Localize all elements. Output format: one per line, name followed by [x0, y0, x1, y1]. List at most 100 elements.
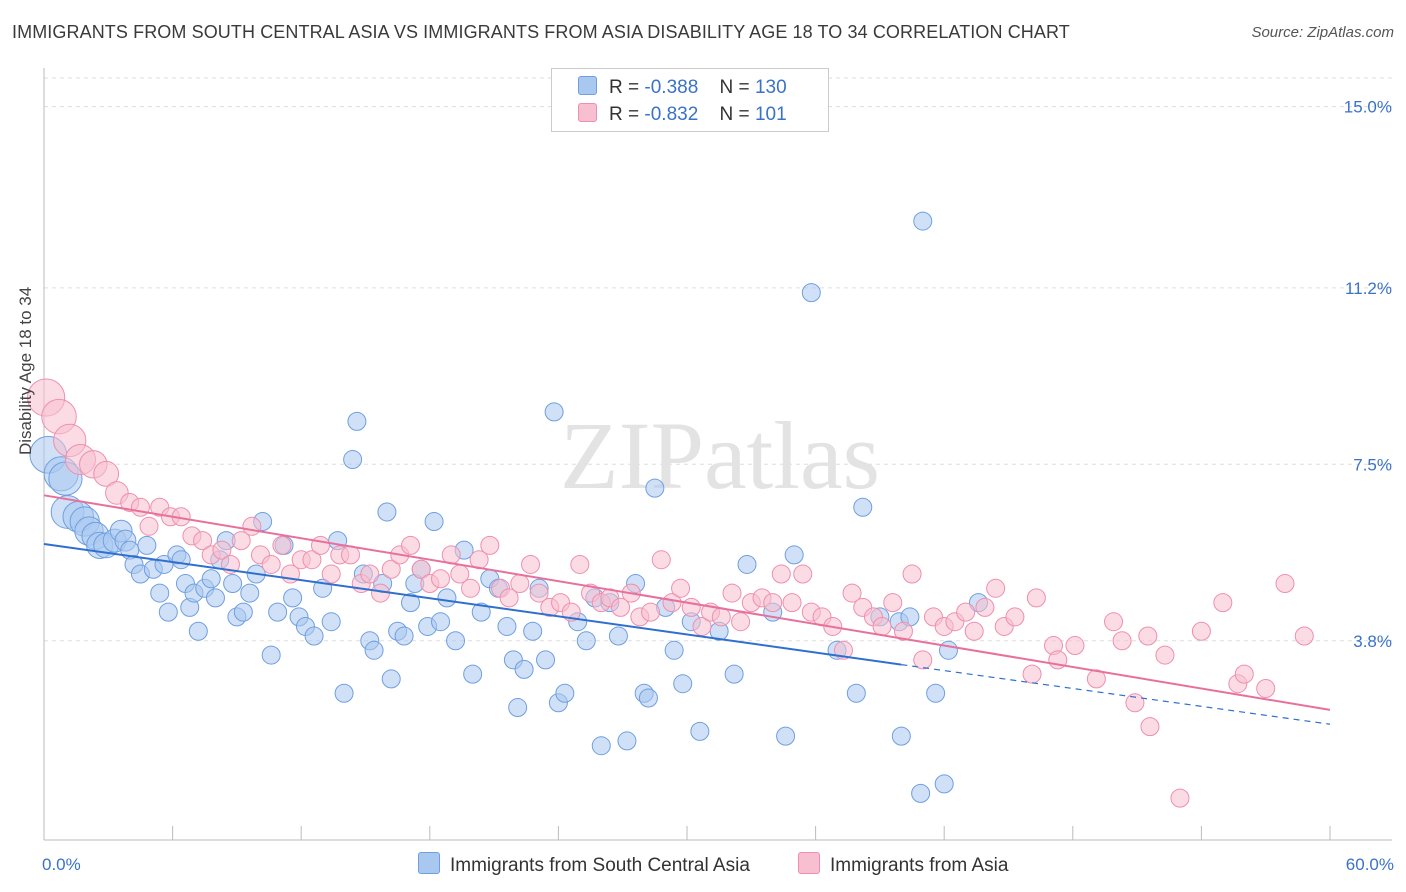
point-asia — [681, 597, 701, 617]
point-south-central-asia — [158, 602, 178, 622]
point-south-central-asia — [233, 602, 253, 622]
point-south-central-asia — [463, 664, 483, 684]
point-asia — [242, 516, 262, 536]
point-asia — [842, 583, 862, 603]
legend-r-value-blue: -0.388 — [644, 77, 699, 98]
point-asia — [833, 640, 853, 660]
bottom-legend-swatch-blue — [418, 852, 440, 874]
point-asia — [893, 621, 913, 641]
point-asia — [763, 593, 783, 613]
point-asia — [1191, 621, 1211, 641]
point-asia — [1140, 717, 1160, 737]
point-asia — [1104, 612, 1124, 632]
point-asia — [480, 535, 500, 555]
point-asia — [340, 545, 360, 565]
bottom-legend-label-blue: Immigrants from South Central Asia — [450, 855, 750, 876]
point-south-central-asia — [446, 631, 466, 651]
bottom-legend-pink: Immigrants from Asia — [798, 852, 1008, 877]
point-asia — [872, 616, 892, 636]
point-asia — [321, 564, 341, 584]
point-south-central-asia — [347, 411, 367, 431]
point-south-central-asia — [377, 502, 397, 522]
point-asia — [193, 531, 213, 551]
point-asia — [1234, 664, 1254, 684]
point-south-central-asia — [690, 721, 710, 741]
point-asia — [231, 531, 251, 551]
legend-r-value-pink: -0.832 — [644, 104, 699, 125]
data-points — [27, 211, 1314, 808]
point-asia — [883, 593, 903, 613]
point-asia — [731, 612, 751, 632]
x-tick-label: 60.0% — [1346, 855, 1394, 874]
point-south-central-asia — [617, 731, 637, 751]
point-south-central-asia — [394, 626, 414, 646]
legend: R = -0.388 N = 130 R = -0.832 N = 101 — [551, 68, 829, 132]
point-south-central-asia — [934, 774, 954, 794]
y-tick-label: 11.2% — [1345, 279, 1392, 298]
point-asia — [1026, 588, 1046, 608]
point-asia — [1138, 626, 1158, 646]
legend-r-label: R = — [609, 104, 640, 125]
bottom-legend-blue: Immigrants from South Central Asia — [418, 852, 750, 877]
legend-n-value-pink: 101 — [754, 104, 787, 125]
point-asia — [272, 535, 292, 555]
watermark: ZIPatlas — [560, 402, 880, 509]
point-asia — [692, 616, 712, 636]
point-south-central-asia — [497, 616, 517, 636]
point-south-central-asia — [401, 593, 421, 613]
legend-n-label: N = — [719, 77, 750, 98]
trend-line-south-central-asia — [43, 542, 902, 666]
legend-swatch-pink — [578, 103, 597, 122]
point-asia — [521, 554, 541, 574]
legend-row-blue: R = -0.388 N = 130 — [578, 76, 787, 99]
point-south-central-asia — [891, 726, 911, 746]
tick-labels: 3.8% 7.5% 11.2% 15.0% 0.0% 60.0% — [42, 98, 1394, 874]
point-asia — [1022, 664, 1042, 684]
point-asia — [986, 578, 1006, 598]
point-asia — [975, 597, 995, 617]
point-asia — [722, 583, 742, 603]
point-south-central-asia — [576, 631, 596, 651]
y-tick-label: 3.8% — [1353, 632, 1392, 651]
point-asia — [1065, 636, 1085, 656]
point-asia — [310, 535, 330, 555]
legend-n-value-blue: 130 — [754, 77, 787, 98]
legend-r-label: R = — [609, 77, 640, 98]
point-south-central-asia — [150, 583, 170, 603]
point-asia — [1256, 678, 1276, 698]
point-south-central-asia — [471, 602, 491, 622]
point-asia — [651, 550, 671, 570]
point-asia — [913, 650, 933, 670]
point-south-central-asia — [343, 450, 363, 470]
point-asia — [1005, 607, 1025, 627]
point-south-central-asia — [853, 497, 873, 517]
point-asia — [1170, 788, 1190, 808]
point-asia — [499, 588, 519, 608]
point-south-central-asia — [268, 602, 288, 622]
point-asia — [771, 564, 791, 584]
point-south-central-asia — [321, 612, 341, 632]
point-asia — [1213, 593, 1233, 613]
chart-title: IMMIGRANTS FROM SOUTH CENTRAL ASIA VS IM… — [12, 22, 1070, 42]
bottom-legend-swatch-pink — [798, 852, 820, 874]
point-south-central-asia — [261, 645, 281, 665]
point-asia — [793, 564, 813, 584]
point-south-central-asia — [523, 621, 543, 641]
point-asia — [1294, 626, 1314, 646]
point-asia — [93, 460, 120, 487]
point-south-central-asia — [240, 583, 260, 603]
point-asia — [1112, 631, 1132, 651]
point-south-central-asia — [334, 683, 354, 703]
point-south-central-asia — [591, 736, 611, 756]
y-axis-label: Disability Age 18 to 34 — [16, 286, 35, 455]
source-note: Source: ZipAtlas.com — [1251, 24, 1394, 41]
point-south-central-asia — [724, 664, 744, 684]
point-asia — [671, 578, 691, 598]
point-asia — [570, 554, 590, 574]
point-south-central-asia — [911, 783, 931, 803]
point-south-central-asia — [673, 674, 693, 694]
point-south-central-asia — [223, 574, 243, 594]
legend-row-pink: R = -0.832 N = 101 — [578, 103, 787, 126]
point-asia — [431, 569, 451, 589]
point-asia — [902, 564, 922, 584]
